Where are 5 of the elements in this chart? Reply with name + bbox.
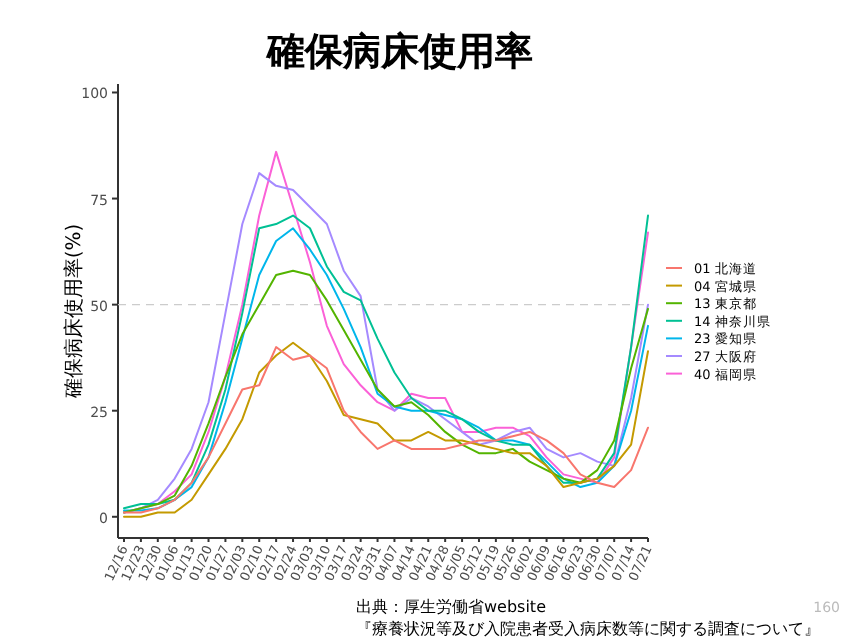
y-axis-title: 確保病床使用率(%) [62, 223, 86, 401]
chart-title: 確保病床使用率 [265, 30, 533, 74]
source-note: 出典：厚生労働省website [356, 598, 547, 616]
text: 『療養状況等及び入院患者受入病床数等に関する調査について』 [356, 620, 820, 638]
line-series [123, 269, 649, 514]
